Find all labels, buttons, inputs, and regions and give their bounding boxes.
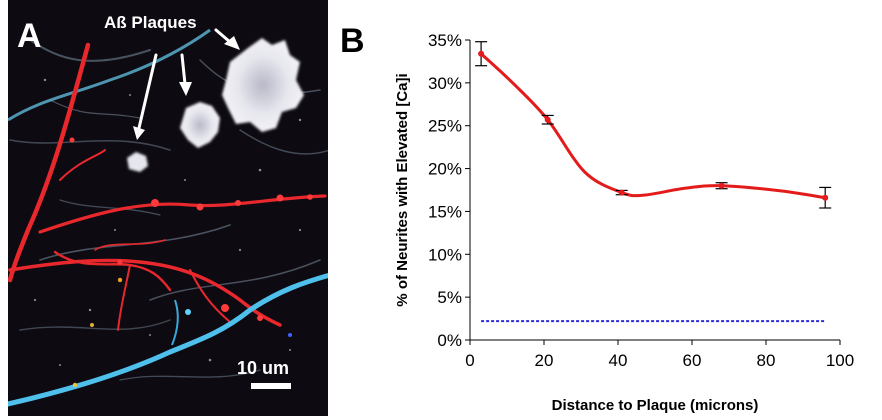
y-axis-ticks: 0% 5% 10% 15% 20% 25% 30% 35% xyxy=(428,31,470,350)
y-tick-label: 15% xyxy=(428,202,462,221)
red-varicosities xyxy=(69,137,313,321)
data-point xyxy=(544,116,551,123)
x-tick-label: 20 xyxy=(535,351,554,370)
y-tick-label: 10% xyxy=(428,245,462,264)
cyan-neurite-lower-branch xyxy=(171,299,179,346)
y-axis-title: % of Neurites with Elevated [Ca]i xyxy=(394,73,411,306)
plaques-annotation: Aß Plaques xyxy=(104,13,197,32)
x-tick-label: 100 xyxy=(826,351,854,370)
chart: 0% 5% 10% 15% 20% 25% 30% 35% 0 20 40 60 80 100 Dist… xyxy=(394,31,854,414)
x-axis-ticks: 0 20 40 60 80 100 xyxy=(465,340,854,370)
panel-a-micrograph xyxy=(8,0,328,416)
speckles xyxy=(33,78,302,366)
y-tick-label: 30% xyxy=(428,74,462,93)
x-tick-label: 60 xyxy=(683,351,702,370)
red-neurites xyxy=(8,42,327,331)
plaque-small xyxy=(127,152,148,172)
y-tick-label: 35% xyxy=(428,31,462,50)
x-tick-label: 80 xyxy=(757,351,776,370)
y-tick-label: 20% xyxy=(428,160,462,179)
color-puncta xyxy=(72,277,292,388)
plaque-medium xyxy=(180,102,220,148)
plaque-arrows xyxy=(133,28,240,140)
plaque-large xyxy=(222,38,304,132)
panel-a-label: A xyxy=(17,17,42,55)
series-layer xyxy=(475,41,832,323)
series-line xyxy=(480,52,826,200)
panel-b-label: B xyxy=(340,22,365,60)
x-tick-label: 0 xyxy=(465,351,474,370)
x-tick-label: 40 xyxy=(609,351,628,370)
scale-bar xyxy=(251,383,291,389)
amyloid-plaques xyxy=(127,38,304,172)
data-point xyxy=(478,50,485,57)
y-tick-label: 0% xyxy=(437,331,462,350)
data-point xyxy=(718,182,725,189)
data-point xyxy=(822,194,829,201)
y-tick-label: 25% xyxy=(428,117,462,136)
cyan-neurite-upper xyxy=(8,28,211,122)
scale-bar-label: 10 um xyxy=(237,358,289,378)
y-tick-label: 5% xyxy=(437,288,462,307)
x-axis-title: Distance to Plaque (microns) xyxy=(552,397,759,414)
data-point xyxy=(618,189,625,196)
